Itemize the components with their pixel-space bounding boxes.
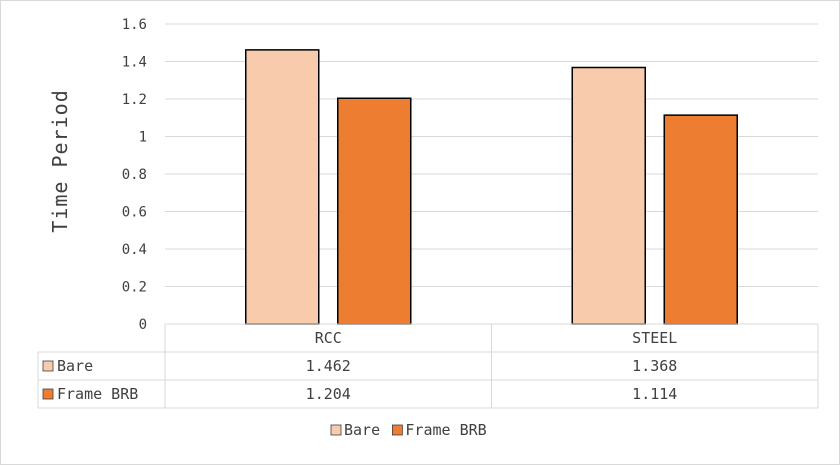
bar-frame-brb-steel: [663, 114, 738, 325]
data-label: 1.462: [306, 357, 351, 375]
y-tick-label: 0.8: [122, 167, 147, 183]
y-tick-label: 1.6: [122, 17, 147, 33]
bars: [245, 49, 738, 325]
y-tick-label: 0.2: [122, 280, 147, 296]
table-legend-swatch: [42, 360, 54, 372]
y-tick-label: 0.4: [122, 242, 147, 258]
y-tick-label: 0: [139, 317, 147, 333]
legend-label: Frame BRB: [405, 421, 486, 439]
data-table: RCC STEEL Bare 1.462 1.368 Frame BRB 1.204 1.11…: [37, 323, 819, 409]
legend-label: Bare: [344, 421, 380, 439]
y-tick-label: 0.6: [122, 205, 147, 221]
data-label: 1.204: [306, 385, 351, 403]
bar-bare-steel: [571, 66, 646, 325]
legend-swatch: [391, 424, 403, 436]
bar-bare-rcc: [245, 49, 320, 325]
category-label: RCC: [315, 329, 342, 347]
y-tick-label: 1: [139, 130, 147, 146]
y-axis-ticks: 0 0.2 0.4 0.6 0.8 1 1.2 1.4 1.6: [122, 17, 147, 333]
bar-frame-brb-rcc: [337, 97, 412, 325]
category-label: STEEL: [632, 329, 677, 347]
data-label: 1.368: [632, 357, 677, 375]
y-tick-label: 1.2: [122, 92, 147, 108]
y-axis-title: Time Period: [48, 89, 72, 232]
data-label: 1.114: [632, 385, 677, 403]
legend-swatch: [330, 424, 342, 436]
y-tick-label: 1.4: [122, 55, 147, 71]
legend: Bare Frame BRB: [330, 421, 487, 439]
table-legend-swatch: [42, 388, 54, 400]
table-series-label: Frame BRB: [57, 385, 138, 403]
table-series-label: Bare: [57, 357, 93, 375]
